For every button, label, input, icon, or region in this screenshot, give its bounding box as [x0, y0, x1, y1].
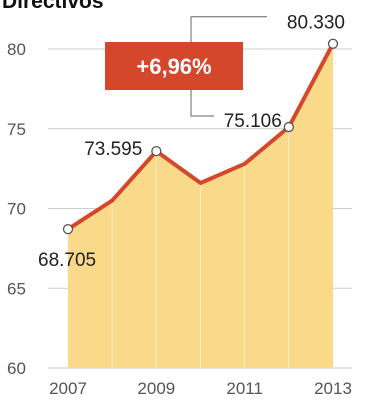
y-tick-label: 70 [7, 200, 26, 219]
data-labels: 68.705 73.595 75.106 80.330 [38, 13, 345, 271]
point-marker [62, 224, 74, 235]
data-label: 80.330 [287, 13, 345, 34]
x-tick-label: 2011 [226, 379, 263, 398]
y-tick-label: 75 [7, 120, 26, 139]
area-fill-layer [68, 43, 333, 368]
y-axis-ticks: 60 65 70 75 80 [7, 40, 26, 378]
point-marker [327, 38, 339, 49]
y-tick-label: 65 [7, 279, 26, 298]
point-markers [62, 38, 339, 235]
change-annotation: +6,96% [105, 16, 267, 117]
y-tick-label: 80 [7, 40, 26, 59]
point-marker [151, 146, 162, 157]
point-marker [283, 121, 294, 133]
x-tick-label: 2007 [49, 379, 87, 398]
chart-title: Directivos [2, 0, 104, 13]
x-tick-label: 2009 [137, 379, 175, 398]
data-label: 73.595 [84, 139, 142, 160]
x-tick-label: 2013 [314, 379, 352, 398]
change-badge-text: +6,96% [136, 54, 211, 79]
data-label: 75.106 [224, 111, 282, 132]
change-badge [105, 42, 243, 90]
y-tick-label: 60 [7, 359, 26, 378]
data-label: 68.705 [38, 250, 96, 271]
x-axis-ticks: 2007 2009 2011 2013 [49, 379, 352, 398]
